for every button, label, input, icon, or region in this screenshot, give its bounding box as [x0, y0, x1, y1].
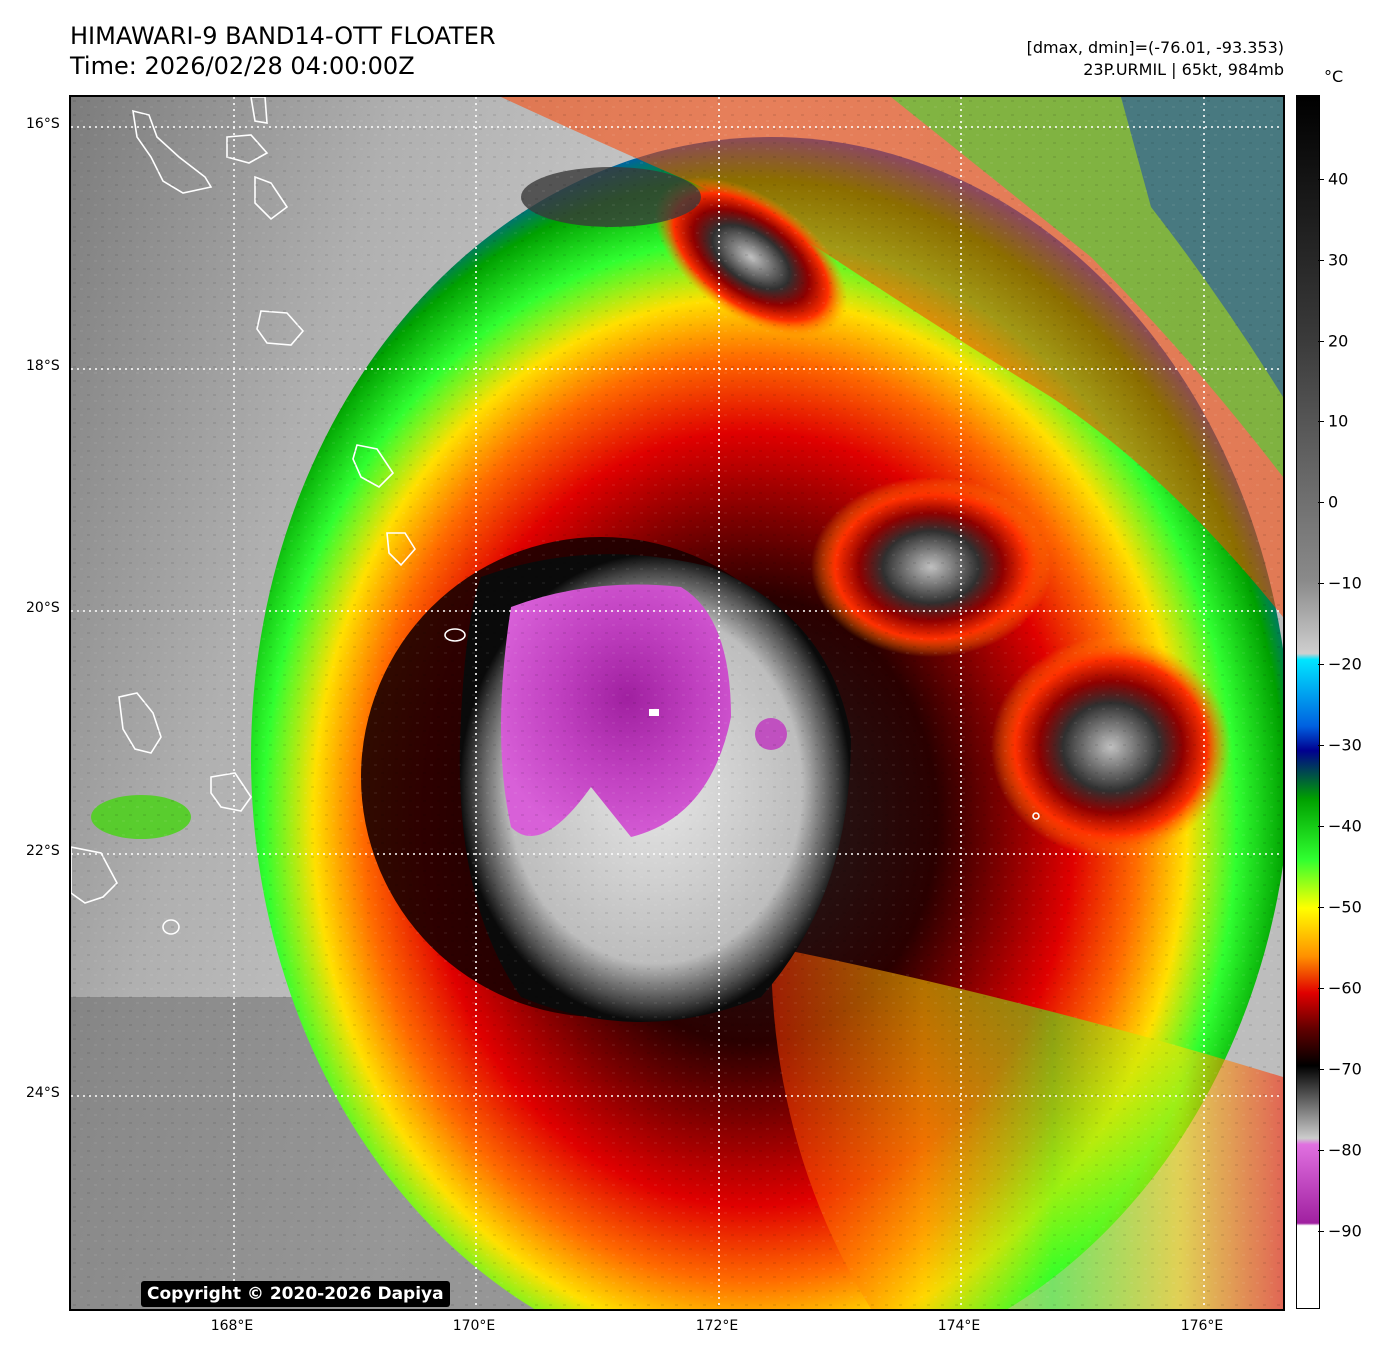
lat-label-24s: 24°S [26, 1085, 60, 1101]
colorbar-tick-30: 30 [1328, 250, 1349, 270]
colorbar-tick-0: 0 [1328, 492, 1339, 512]
colorbar-tick-minus60: −60 [1328, 978, 1362, 998]
lon-label-170e: 170°E [452, 1318, 496, 1334]
lat-label-18s: 18°S [26, 358, 60, 374]
lat-label-20s: 20°S [26, 600, 60, 616]
storm-info: 23P.URMIL | 65kt, 984mb [1083, 60, 1284, 79]
colorbar-tick-40: 40 [1328, 169, 1349, 189]
colorbar-tick-minus30: −30 [1328, 735, 1362, 755]
satellite-infrared-image [71, 97, 1283, 1309]
colorbar-tick-minus40: −40 [1328, 816, 1362, 836]
lat-label-16s: 16°S [26, 116, 60, 132]
colorbar-tick-minus80: −80 [1328, 1140, 1362, 1160]
title-line-1: HIMAWARI-9 BAND14-OTT FLOATER [70, 22, 496, 50]
satellite-image-panel: Copyright © 2020-2026 Dapiya [69, 95, 1285, 1311]
colorbar-tick-minus90: −90 [1328, 1221, 1362, 1241]
title-line-2: Time: 2026/02/28 04:00:00Z [70, 52, 415, 80]
colorbar-tick-20: 20 [1328, 331, 1349, 351]
dmax-dmin-info: [dmax, dmin]=(-76.01, -93.353) [1026, 38, 1284, 57]
colorbar-tick-10: 10 [1328, 411, 1349, 431]
lon-label-176e: 176°E [1180, 1318, 1224, 1334]
lat-label-22s: 22°S [26, 843, 60, 859]
lon-label-168e: 168°E [210, 1318, 254, 1334]
colorbar-tick-minus10: −10 [1328, 573, 1362, 593]
colorbar-tick-minus20: −20 [1328, 654, 1362, 674]
colorbar-tick-minus70: −70 [1328, 1059, 1362, 1079]
colorbar-unit: °C [1324, 67, 1344, 86]
colorbar-tick-minus50: −50 [1328, 897, 1362, 917]
copyright-label: Copyright © 2020-2026 Dapiya [141, 1281, 450, 1307]
temperature-colorbar [1296, 95, 1320, 1309]
lon-label-172e: 172°E [695, 1318, 739, 1334]
lon-label-174e: 174°E [937, 1318, 981, 1334]
